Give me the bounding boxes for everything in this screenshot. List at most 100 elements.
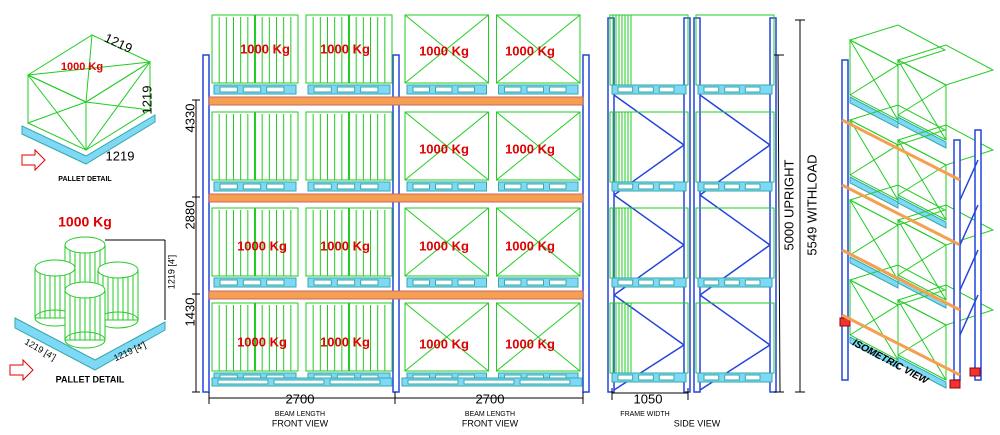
outline bbox=[404, 111, 489, 181]
load-label: 1000 Kg bbox=[505, 238, 555, 253]
drum-top bbox=[34, 259, 76, 277]
shapes bbox=[9, 14, 995, 404]
outline bbox=[949, 379, 961, 389]
line bbox=[85, 34, 93, 103]
outline bbox=[435, 86, 453, 93]
dimension: 5549 WITHLOAD bbox=[804, 154, 819, 255]
beam-length: 2700 bbox=[476, 391, 505, 406]
outline bbox=[617, 183, 634, 190]
outline bbox=[724, 279, 740, 286]
line bbox=[897, 324, 947, 356]
outline bbox=[638, 183, 654, 190]
arrow bbox=[21, 148, 46, 172]
line bbox=[496, 111, 581, 181]
pallet bbox=[21, 114, 156, 165]
outline bbox=[841, 59, 849, 381]
outline bbox=[693, 17, 701, 393]
outline bbox=[457, 86, 475, 93]
dimension: 1219 bbox=[106, 148, 135, 163]
outline bbox=[617, 279, 634, 286]
outline bbox=[219, 86, 238, 93]
pallet bbox=[849, 336, 899, 369]
line bbox=[699, 194, 771, 246]
outline bbox=[695, 14, 775, 86]
outline bbox=[638, 279, 654, 286]
caption: BEAM LENGTH bbox=[275, 411, 325, 418]
outline bbox=[582, 54, 590, 393]
outline bbox=[703, 86, 720, 93]
line bbox=[496, 302, 581, 372]
level-height: 2880 bbox=[182, 201, 197, 230]
line bbox=[849, 224, 899, 256]
line bbox=[897, 84, 947, 116]
line bbox=[849, 304, 899, 336]
frame-width: 1050 bbox=[634, 391, 663, 406]
outline bbox=[457, 183, 475, 190]
outline bbox=[219, 279, 238, 286]
caption: ISOMETRIC VIEW bbox=[850, 338, 931, 388]
outline bbox=[549, 279, 567, 286]
outline bbox=[519, 379, 571, 385]
outline bbox=[526, 183, 544, 190]
outline bbox=[202, 54, 210, 393]
caption: FRONT VIEW bbox=[462, 418, 519, 428]
load-label: 1000 Kg bbox=[58, 214, 112, 230]
load-label: 1000 Kg bbox=[237, 238, 287, 253]
outline bbox=[360, 279, 379, 286]
drum-top bbox=[97, 261, 139, 279]
outline bbox=[496, 14, 581, 84]
load-label: 1000 Kg bbox=[505, 336, 555, 351]
outline bbox=[607, 17, 615, 393]
line bbox=[404, 302, 489, 372]
outline bbox=[695, 302, 775, 374]
line bbox=[897, 244, 947, 276]
outline bbox=[208, 96, 584, 106]
caption: SIDE VIEW bbox=[674, 418, 721, 428]
line bbox=[404, 207, 489, 277]
beam-length: 2700 bbox=[286, 391, 315, 406]
load-label: 1000 Kg bbox=[505, 43, 555, 58]
outline bbox=[266, 183, 285, 190]
outline bbox=[496, 207, 581, 277]
line bbox=[841, 118, 961, 182]
line bbox=[85, 61, 151, 151]
outline bbox=[695, 207, 775, 279]
line bbox=[959, 249, 979, 291]
outline bbox=[658, 183, 675, 190]
outline bbox=[617, 374, 634, 381]
caption: PALLET DETAIL bbox=[56, 374, 125, 384]
outline bbox=[457, 279, 475, 286]
outline bbox=[336, 86, 356, 93]
line bbox=[959, 204, 979, 246]
outline bbox=[683, 17, 691, 393]
load-label: 1000 Kg bbox=[237, 334, 287, 349]
line bbox=[699, 344, 771, 391]
outline bbox=[638, 374, 654, 381]
line bbox=[959, 159, 979, 201]
outline bbox=[769, 17, 777, 393]
outline bbox=[504, 279, 522, 286]
line bbox=[699, 94, 771, 146]
load-label: 1000 Kg bbox=[320, 238, 370, 253]
face bbox=[848, 24, 947, 66]
outline bbox=[412, 279, 430, 286]
level-height: 4330 bbox=[182, 104, 197, 133]
outline bbox=[658, 86, 675, 93]
outline bbox=[703, 374, 720, 381]
outline bbox=[412, 86, 430, 93]
dimension: 1219 bbox=[139, 86, 154, 115]
outline bbox=[504, 183, 522, 190]
caption: PALLET DETAIL bbox=[58, 176, 112, 183]
load-label: 1000 Kg bbox=[419, 141, 469, 156]
outline bbox=[217, 379, 269, 385]
line bbox=[777, 54, 781, 393]
outline bbox=[273, 379, 325, 385]
line bbox=[404, 14, 489, 84]
load-label: 1000 Kg bbox=[320, 334, 370, 349]
line bbox=[27, 101, 87, 124]
level-height: 1430 bbox=[182, 298, 197, 327]
outline bbox=[744, 86, 761, 93]
outline bbox=[496, 302, 581, 372]
outline bbox=[208, 290, 584, 300]
